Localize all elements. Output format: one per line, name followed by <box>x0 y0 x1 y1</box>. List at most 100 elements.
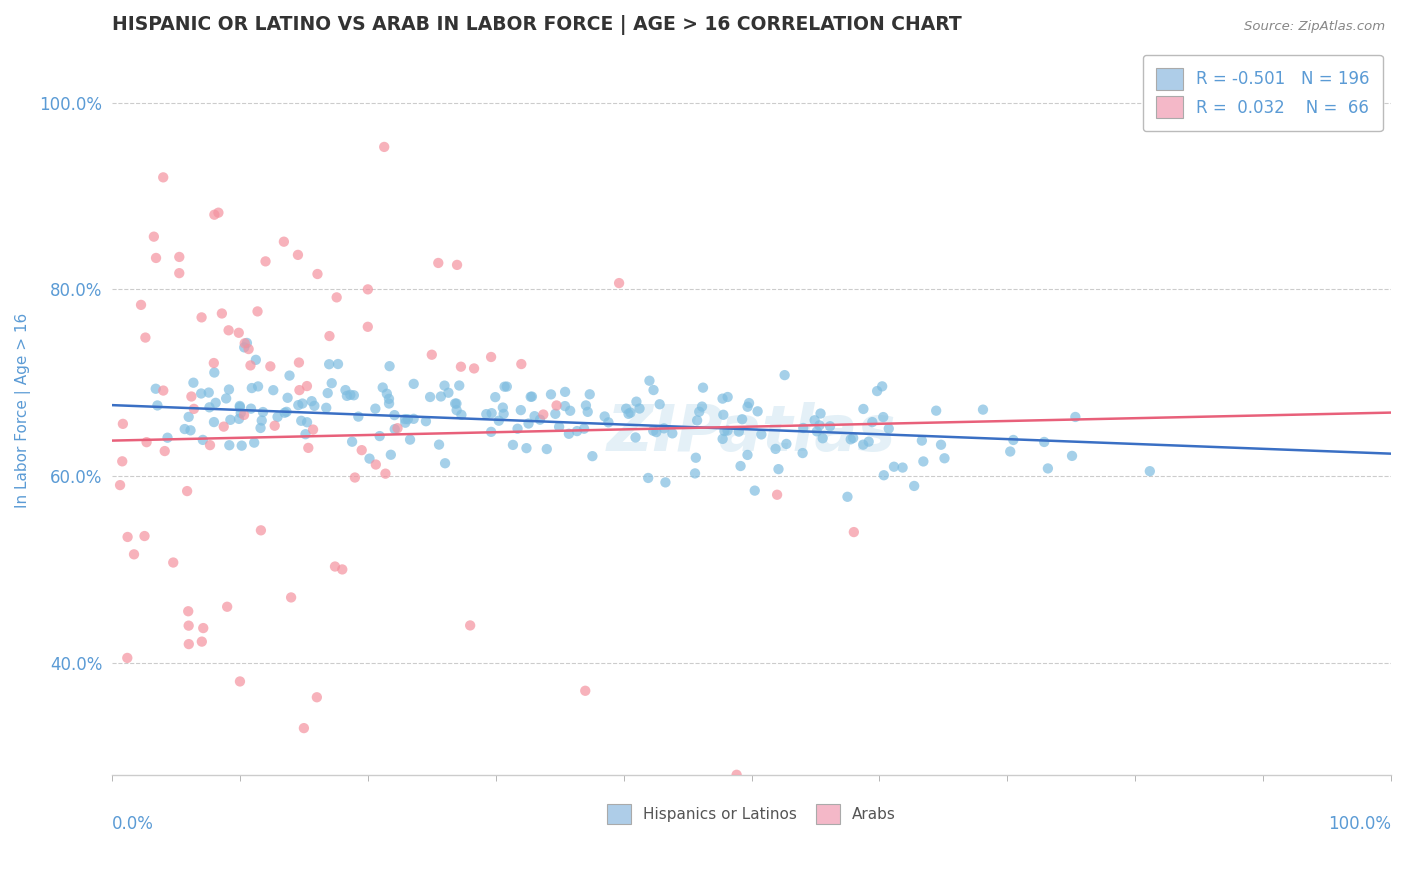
Point <box>146 399 169 413</box>
Point <box>450 359 472 374</box>
Point <box>972 402 994 417</box>
Point <box>509 403 531 417</box>
Point <box>495 379 517 393</box>
Point <box>929 438 952 452</box>
Point <box>619 406 641 420</box>
Point <box>446 396 468 410</box>
Point <box>305 690 328 705</box>
Point <box>207 205 229 219</box>
Point <box>368 429 391 443</box>
Point <box>340 434 363 449</box>
Point <box>212 419 235 434</box>
Point <box>233 340 256 354</box>
Point <box>870 379 893 393</box>
Point <box>810 407 832 421</box>
Point <box>765 442 787 456</box>
Point <box>273 406 295 420</box>
Point <box>250 413 273 427</box>
Point <box>811 431 834 445</box>
Point <box>357 319 380 334</box>
Point <box>444 396 467 410</box>
Point <box>730 458 752 473</box>
Point <box>152 170 174 185</box>
Point <box>818 419 841 434</box>
Point <box>488 414 510 428</box>
Point <box>173 422 195 436</box>
Point <box>249 421 271 435</box>
Point <box>690 400 713 414</box>
Point <box>688 405 710 419</box>
Point <box>339 388 361 402</box>
Text: 0.0%: 0.0% <box>112 814 153 833</box>
Point <box>643 383 665 397</box>
Point <box>204 396 226 410</box>
Point <box>371 380 394 394</box>
Point <box>449 378 471 392</box>
Point <box>394 412 416 426</box>
Point <box>202 415 225 429</box>
Point <box>576 405 599 419</box>
Point <box>925 403 948 417</box>
Point <box>1139 464 1161 478</box>
Point <box>519 390 541 404</box>
Point <box>692 381 714 395</box>
Point <box>250 524 273 538</box>
Point <box>877 422 900 436</box>
Point <box>481 406 503 420</box>
Point <box>510 357 533 371</box>
Point <box>380 448 402 462</box>
Point <box>731 412 754 426</box>
Point <box>218 438 240 452</box>
Point <box>183 376 205 390</box>
Point <box>1064 409 1087 424</box>
Point <box>515 441 537 455</box>
Point <box>373 140 395 154</box>
Point <box>502 438 524 452</box>
Point <box>598 415 620 429</box>
Point <box>245 352 267 367</box>
Point <box>648 397 671 411</box>
Point <box>287 398 309 412</box>
Point <box>318 329 340 343</box>
Point <box>325 290 347 304</box>
Point <box>544 407 567 421</box>
Point <box>808 418 831 433</box>
Point <box>738 396 761 410</box>
Point <box>191 634 214 648</box>
Point <box>479 350 502 364</box>
Point <box>323 559 346 574</box>
Point <box>240 381 263 395</box>
Point <box>415 414 437 428</box>
Point <box>725 768 748 782</box>
Point <box>197 385 219 400</box>
Point <box>744 483 766 498</box>
Point <box>318 357 340 371</box>
Point <box>529 412 551 426</box>
Point <box>202 366 225 380</box>
Point <box>713 424 735 438</box>
Point <box>873 468 896 483</box>
Point <box>520 390 543 404</box>
Point <box>558 426 581 441</box>
Point <box>169 250 191 264</box>
Point <box>593 409 616 424</box>
Point <box>288 383 311 397</box>
Point <box>628 401 651 416</box>
Point <box>548 420 571 434</box>
Point <box>254 254 277 268</box>
Point <box>446 258 468 272</box>
Point <box>506 422 529 436</box>
Point <box>494 380 516 394</box>
Text: Source: ZipAtlas.com: Source: ZipAtlas.com <box>1244 20 1385 33</box>
Point <box>229 399 252 413</box>
Point <box>378 359 401 373</box>
Point <box>111 454 134 468</box>
Point <box>716 424 738 438</box>
Point <box>359 451 381 466</box>
Point <box>190 386 212 401</box>
Point <box>420 348 443 362</box>
Point <box>135 435 157 450</box>
Point <box>717 390 740 404</box>
Point <box>326 357 349 371</box>
Point <box>475 407 498 421</box>
